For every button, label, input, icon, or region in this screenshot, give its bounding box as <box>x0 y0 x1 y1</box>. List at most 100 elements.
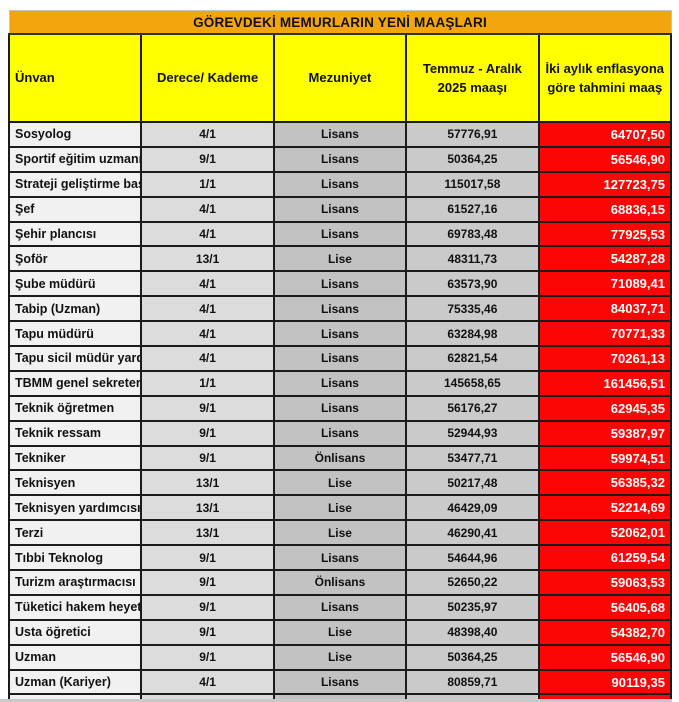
cell-temmuz-aralik-2025-maasi: 54644,96 <box>405 544 540 572</box>
cell-unvan: Uzman (Kariyer) <box>7 668 143 696</box>
cell-mezuniyet: Lisans <box>272 394 408 422</box>
table-row: Uzman (Kariyer) 4/1 Lisans 80859,71 90119,35 <box>7 668 673 696</box>
cell-unvan: Teknik öğretmen <box>7 394 143 422</box>
cell-unvan: Sportif eğitim uzmanı <box>7 145 143 173</box>
cell-derece-kademe: 4/1 <box>140 195 275 223</box>
cell-tahmini-maas: 59063,53 <box>537 569 673 596</box>
cell-tahmini-maas: 56405,68 <box>537 593 673 621</box>
cell-tahmini-maas: 70771,33 <box>537 320 673 348</box>
cell-derece-kademe: 9/1 <box>140 444 275 472</box>
table-body: Sosyolog 4/1 Lisans 57776,91 64707,50 Sportif… <box>7 121 673 702</box>
cell-unvan: Sosyolog <box>7 121 143 148</box>
cell-unvan: Teknisyen <box>7 469 143 497</box>
column-header-derece-kademe: Derece/ Kademe <box>140 33 275 123</box>
cell-mezuniyet: Lise <box>272 245 408 273</box>
cell-temmuz-aralik-2025-maasi: 61527,16 <box>405 195 540 223</box>
table-row: Tüketici hakem heyeti raportörü9/1Lisans… <box>7 593 673 621</box>
cell-unvan: Tapu müdürü <box>7 320 143 348</box>
cell-unvan: Teknik ressam <box>7 419 143 447</box>
cell-mezuniyet: Lisans <box>272 544 408 572</box>
cell-temmuz-aralik-2025-maasi: 53477,71 <box>405 444 540 472</box>
cell-derece-kademe: 9/1 <box>140 544 275 572</box>
cell-temmuz-aralik-2025-maasi: 63284,98 <box>405 320 540 348</box>
table-row: TBMM genel sekreteri 1/1 Lisans 145658,65 16… <box>7 369 673 397</box>
cell-derece-kademe: 4/1 <box>140 220 275 248</box>
cell-unvan: Şehir plancısı <box>7 220 143 248</box>
cell-tahmini-maas: 59387,97 <box>537 419 673 447</box>
cell-unvan: Usta öğretici <box>7 618 143 646</box>
cell-tahmini-maas: 77925,53 <box>537 220 673 248</box>
cell-temmuz-aralik-2025-maasi: 75335,46 <box>405 295 540 323</box>
column-header-unvan: Ünvan <box>7 33 143 123</box>
cell-temmuz-aralik-2025-maasi: 56176,27 <box>405 394 540 422</box>
cell-mezuniyet: Lise <box>272 643 408 671</box>
cell-mezuniyet: Lisans <box>272 170 408 198</box>
cell-temmuz-aralik-2025-maasi: 52944,93 <box>405 419 540 447</box>
column-header-mezuniyet: Mezuniyet <box>272 33 408 123</box>
cell-derece-kademe: 1/1 <box>140 170 275 198</box>
table-row: Tapu müdürü 4/1 Lisans 63284,98 70771,33 <box>7 320 673 348</box>
cell-temmuz-aralik-2025-maasi: 48311,73 <box>405 245 540 273</box>
cell-tahmini-maas: 59974,51 <box>537 444 673 472</box>
table-row: Teknik öğretmen 9/1 Lisans 56176,27 62945,35 <box>7 394 673 422</box>
cell-derece-kademe: 1/1 <box>140 369 275 397</box>
column-header-temmuz-aralik-2025-maasi: Temmuz - Aralık 2025 maaşı <box>405 33 540 123</box>
table-row: Terzi 13/1 Lise 46290,41 52062,01 <box>7 519 673 547</box>
cell-derece-kademe: 9/1 <box>140 569 275 596</box>
cell-mezuniyet: Lise <box>272 469 408 497</box>
table-row: Uzman 9/1 Lise 50364,25 56546,90 <box>7 643 673 671</box>
cell-tahmini-maas: 52214,69 <box>537 494 673 522</box>
cell-unvan: Tıbbi Teknolog <box>7 544 143 572</box>
cell-temmuz-aralik-2025-maasi: 69783,48 <box>405 220 540 248</box>
cell-mezuniyet: Lise <box>272 494 408 522</box>
cell-mezuniyet: Lisans <box>272 270 408 298</box>
cell-temmuz-aralik-2025-maasi: 50217,48 <box>405 469 540 497</box>
cell-tahmini-maas: 70261,13 <box>537 345 673 372</box>
table-row: Uzman yardımcısı (Kariyer)4/1Lisans68431… <box>7 693 673 702</box>
cell-derece-kademe: 4/1 <box>140 668 275 696</box>
cell-temmuz-aralik-2025-maasi: 46429,09 <box>405 494 540 522</box>
cell-tahmini-maas: 56546,90 <box>537 145 673 173</box>
table-row: Tabip (Uzman) 4/1 Lisans 75335,46 84037,71 <box>7 295 673 323</box>
cell-derece-kademe: 9/1 <box>140 643 275 671</box>
cell-mezuniyet: Lisans <box>272 419 408 447</box>
cell-mezuniyet: Lisans <box>272 121 408 148</box>
cell-mezuniyet: Lisans <box>272 295 408 323</box>
cell-temmuz-aralik-2025-maasi: 145658,65 <box>405 369 540 397</box>
cell-derece-kademe: 4/1 <box>140 121 275 148</box>
table-row: Usta öğretici 9/1 Lise 48398,40 54382,70 <box>7 618 673 646</box>
cell-tahmini-maas: 61259,54 <box>537 544 673 572</box>
image-bottom-edge <box>0 699 672 702</box>
cell-derece-kademe: 4/1 <box>140 270 275 298</box>
cell-tahmini-maas: 56546,90 <box>537 643 673 671</box>
cell-unvan: Şoför <box>7 245 143 273</box>
cell-temmuz-aralik-2025-maasi: 57776,91 <box>405 121 540 148</box>
cell-derece-kademe: 13/1 <box>140 469 275 497</box>
table-row: Sosyolog 4/1 Lisans 57776,91 64707,50 <box>7 121 673 148</box>
table-row: Şehir plancısı 4/1 Lisans 69783,48 77925,53 <box>7 220 673 248</box>
cell-mezuniyet: Önlisans <box>272 569 408 596</box>
cell-derece-kademe: 9/1 <box>140 394 275 422</box>
table-row: Şube müdürü 4/1 Lisans 63573,90 71089,41 <box>7 270 673 298</box>
cell-tahmini-maas: 54382,70 <box>537 618 673 646</box>
table-row: Şoför 13/1 Lise 48311,73 54287,28 <box>7 245 673 273</box>
table-header-row: Ünvan Derece/ Kademe Mezuniyet Temmuz - Ara… <box>7 33 673 123</box>
cell-temmuz-aralik-2025-maasi: 48398,40 <box>405 618 540 646</box>
cell-tahmini-maas: 161456,51 <box>537 369 673 397</box>
table-row: Tıbbi Teknolog 9/1 Lisans 54644,96 61259,54 <box>7 544 673 572</box>
cell-unvan: Tabip (Uzman) <box>7 295 143 323</box>
cell-mezuniyet: Lisans <box>272 593 408 621</box>
cell-mezuniyet: Lisans <box>272 668 408 696</box>
cell-mezuniyet: Lisans <box>272 320 408 348</box>
cell-unvan: TBMM genel sekreteri <box>7 369 143 397</box>
cell-unvan: Turizm araştırmacısı <box>7 569 143 596</box>
table-title: GÖREVDEKİ MEMURLARIN YENİ MAAŞLARI <box>8 10 672 35</box>
cell-derece-kademe: 13/1 <box>140 519 275 547</box>
cell-temmuz-aralik-2025-maasi: 63573,90 <box>405 270 540 298</box>
cell-unvan: Teknisyen yardımcısı <box>7 494 143 522</box>
cell-tahmini-maas: 90119,35 <box>537 668 673 696</box>
cell-mezuniyet: Önlisans <box>272 444 408 472</box>
column-header-tahmini-maas: İki aylık enflasyona göre tahmini maaş <box>537 33 673 123</box>
cell-unvan: Uzman <box>7 643 143 671</box>
